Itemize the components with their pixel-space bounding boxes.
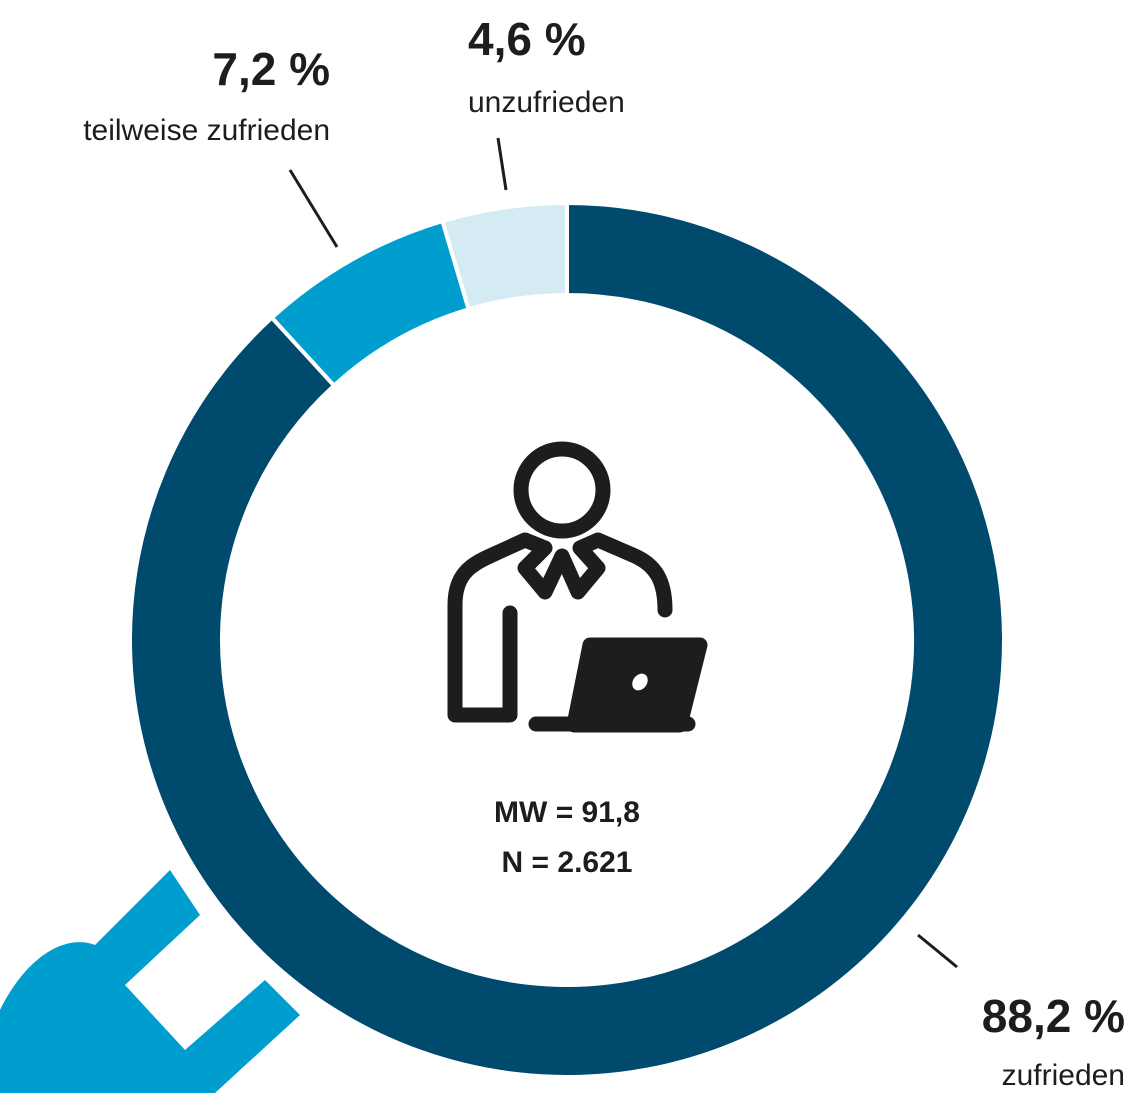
person-icon <box>447 441 708 733</box>
leader-line <box>917 933 958 969</box>
value-label: 7,2 % <box>212 43 330 95</box>
slice <box>439 200 569 312</box>
annotation: MW = 91,8 <box>494 796 640 829</box>
value-label: 4,6 % <box>468 13 586 65</box>
category-label: teilweise zufrieden <box>83 114 330 147</box>
value-label: 88,2 % <box>982 990 1125 1042</box>
slice <box>128 200 1006 1079</box>
plug-icon <box>0 870 300 1093</box>
category-label: unzufrieden <box>468 86 625 119</box>
leader-line <box>496 137 508 191</box>
annotation: N = 2.621 <box>502 846 633 879</box>
donut <box>128 200 1006 1079</box>
category-label: zufrieden <box>1002 1059 1125 1092</box>
leader-line <box>288 169 339 248</box>
